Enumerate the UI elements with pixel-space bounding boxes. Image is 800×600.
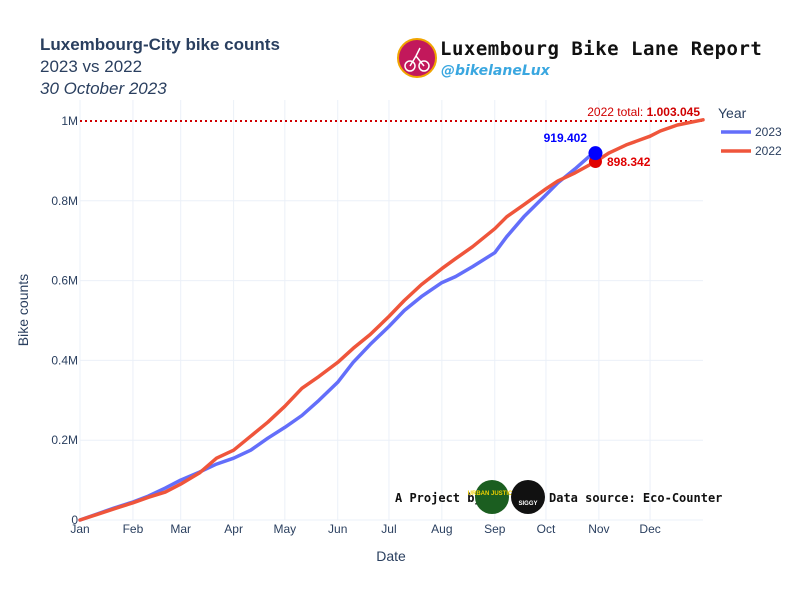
series-line-2022 (78, 118, 705, 522)
legend-title: Year (718, 105, 747, 121)
x-tick-label: Apr (224, 522, 243, 536)
legend-label-2023[interactable]: 2023 (755, 125, 782, 139)
project-label: A Project by: (395, 491, 489, 505)
y-axis-title: Bike counts (15, 274, 31, 346)
x-tick-label: Jan (70, 522, 89, 536)
marker-label-2023: 919.402 (544, 131, 588, 145)
marker-label-2022: 898.342 (607, 155, 651, 169)
y-tick-label: 1M (61, 114, 78, 128)
x-tick-label: May (273, 522, 296, 536)
chart-title: Luxembourg-City bike counts (40, 35, 280, 54)
y-tick-label: 0 (71, 513, 78, 527)
x-tick-label: Oct (537, 522, 556, 536)
siggy-logo (511, 480, 545, 514)
total-annotation-label: 2022 total: (587, 105, 646, 119)
series-lines (78, 118, 705, 522)
credits: A Project by: URBAN JUSTICE SIGGY Data s… (395, 480, 722, 514)
chart-date: 30 October 2023 (40, 79, 167, 98)
y-tick-label: 0.2M (51, 433, 78, 447)
grid-lines (79, 100, 703, 521)
x-tick-label: Nov (588, 522, 609, 536)
urban-justice-logo (475, 480, 509, 514)
brand-handle: @bikelaneLux (441, 63, 551, 79)
legend-label-2022[interactable]: 2022 (755, 144, 782, 158)
x-tick-label: Jun (328, 522, 347, 536)
bike-wheel-icon (404, 60, 416, 72)
bike-frame-icon (409, 47, 425, 67)
y-tick-label: 0.4M (51, 353, 78, 367)
total-reference-line: 2022 total: 1.003.045 (80, 105, 703, 122)
bike-wheel-icon (418, 60, 430, 72)
y-tick-label: 0.8M (51, 194, 78, 208)
chart-subtitle: 2023 vs 2022 (40, 57, 142, 76)
end-markers: 919.402 898.342 (544, 131, 651, 169)
y-axis-ticks: 0 0.2M 0.4M 0.6M 0.8M 1M (51, 114, 78, 527)
data-source-label: Data source: Eco-Counter (549, 491, 722, 505)
legend: Year 2023 2022 (718, 105, 782, 158)
x-axis-title: Date (376, 548, 406, 564)
brand-logo-ring (397, 38, 437, 78)
brand-title: Luxembourg Bike Lane Report (440, 38, 762, 60)
total-annotation: 2022 total: 1.003.045 (587, 105, 700, 119)
marker-2023 (588, 146, 603, 161)
series-line-2023 (78, 151, 598, 522)
x-tick-label: Feb (123, 522, 144, 536)
siggy-logo-text: SIGGY (518, 501, 537, 507)
x-axis-ticks: Jan Feb Mar Apr May Jun Jul Aug Sep Oct Nov Dec (70, 522, 660, 536)
x-tick-label: Jul (381, 522, 396, 536)
x-tick-label: Mar (170, 522, 191, 536)
total-annotation-value: 1.003.045 (647, 105, 701, 119)
brand-logo (397, 38, 437, 78)
x-tick-label: Aug (431, 522, 452, 536)
urban-justice-logo-text: URBAN JUSTICE (468, 491, 517, 497)
x-tick-label: Dec (639, 522, 660, 536)
x-tick-label: Sep (484, 522, 506, 536)
y-tick-label: 0.6M (51, 274, 78, 288)
